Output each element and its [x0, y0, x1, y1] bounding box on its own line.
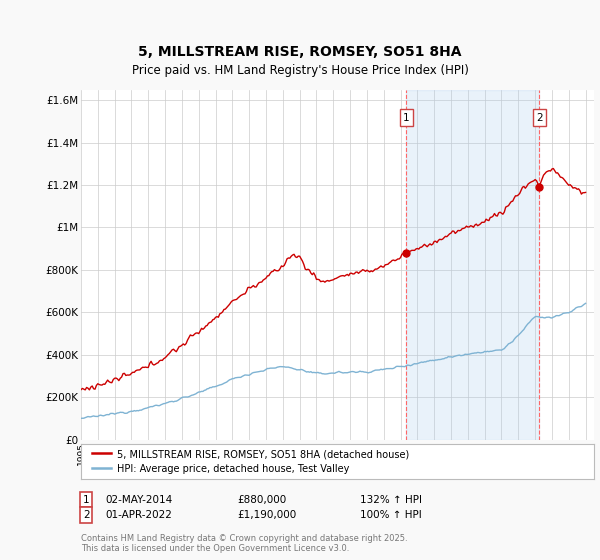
Bar	[406, 90, 539, 440]
Text: 1: 1	[83, 494, 89, 505]
Text: 1: 1	[403, 113, 409, 123]
Text: 01-APR-2022: 01-APR-2022	[105, 510, 172, 520]
Text: 2: 2	[536, 113, 542, 123]
Text: £880,000: £880,000	[237, 494, 286, 505]
Text: 2: 2	[83, 510, 89, 520]
Legend: 5, MILLSTREAM RISE, ROMSEY, SO51 8HA (detached house), HPI: Average price, detac: 5, MILLSTREAM RISE, ROMSEY, SO51 8HA (de…	[86, 444, 415, 479]
Text: 02-MAY-2014: 02-MAY-2014	[105, 494, 172, 505]
Text: Price paid vs. HM Land Registry's House Price Index (HPI): Price paid vs. HM Land Registry's House …	[131, 64, 469, 77]
Text: 5, MILLSTREAM RISE, ROMSEY, SO51 8HA: 5, MILLSTREAM RISE, ROMSEY, SO51 8HA	[138, 45, 462, 59]
Text: 100% ↑ HPI: 100% ↑ HPI	[360, 510, 422, 520]
Text: Contains HM Land Registry data © Crown copyright and database right 2025.
This d: Contains HM Land Registry data © Crown c…	[81, 534, 407, 553]
Text: £1,190,000: £1,190,000	[237, 510, 296, 520]
Text: 132% ↑ HPI: 132% ↑ HPI	[360, 494, 422, 505]
